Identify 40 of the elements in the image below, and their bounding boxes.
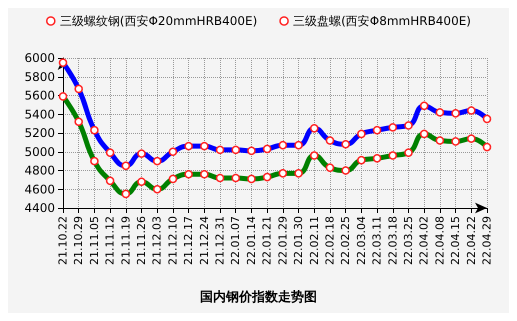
x-tick-label: 22.02.11: [308, 216, 321, 265]
y-tick-label: 4800: [24, 164, 55, 178]
text: 国内钢价指数走势图: [200, 289, 317, 305]
x-tick-label: 22.01.14: [244, 216, 258, 265]
x-tick-label: 21.10.29: [72, 216, 86, 265]
y-tick-label: 4400: [24, 201, 55, 215]
y-tick-label: 5400: [24, 107, 55, 122]
y-tick-label: 5800: [24, 70, 55, 84]
x-tick-label: 21.12.24: [198, 216, 211, 265]
x-tick-label: 22.03.25: [402, 216, 415, 265]
x-tick-label: 21.11.05: [88, 216, 101, 265]
x-tick-label: 22.04.29: [480, 216, 494, 265]
x-tick-label: 21.11.19: [119, 216, 132, 265]
x-tick-label: 22.01.30: [292, 216, 306, 265]
x-tick-label: 21.12.10: [166, 216, 180, 265]
x-tick-label: 22.02.18: [323, 216, 336, 265]
y-tick-label: 5200: [24, 126, 55, 140]
y-tick-label: 6000: [24, 51, 55, 65]
legend-label: 三级盘螺(西安Φ8mmHRB400E): [293, 14, 471, 28]
x-tick-label: 22.04.08: [433, 216, 446, 265]
x-tick-label: 21.11.26: [135, 216, 148, 265]
y-tick-label: 4600: [24, 182, 55, 196]
x-tick-label: 21.11.12: [104, 216, 117, 265]
x-tick-label: 22.03.04: [354, 216, 368, 265]
x-tick-label: 21.12.31: [214, 216, 227, 265]
x-tick-label: 22.03.11: [370, 216, 384, 265]
x-tick-label: 22.01.29: [276, 216, 290, 265]
x-tick-label: 21.10.22: [56, 216, 70, 265]
x-tick-label: 22.01.21: [260, 216, 274, 265]
y-tick-label: 5000: [24, 144, 55, 159]
x-tick-label: 22.04.15: [449, 216, 462, 265]
x-tick-label: 22.04.02: [418, 216, 431, 265]
y-tick-label: 5600: [24, 88, 55, 102]
x-tick-label: 22.02.25: [339, 216, 352, 265]
legend-label: 三级螺纹钢(西安Φ20mmHRB400E): [60, 14, 258, 28]
x-tick-label: 22.04.22: [464, 216, 478, 265]
x-tick-label: 22.03.18: [386, 216, 400, 265]
x-tick-label: 21.12.17: [182, 216, 196, 265]
x-tick-label: 22.01.07: [229, 216, 242, 265]
x-tick-label: 21.12.03: [150, 216, 164, 265]
